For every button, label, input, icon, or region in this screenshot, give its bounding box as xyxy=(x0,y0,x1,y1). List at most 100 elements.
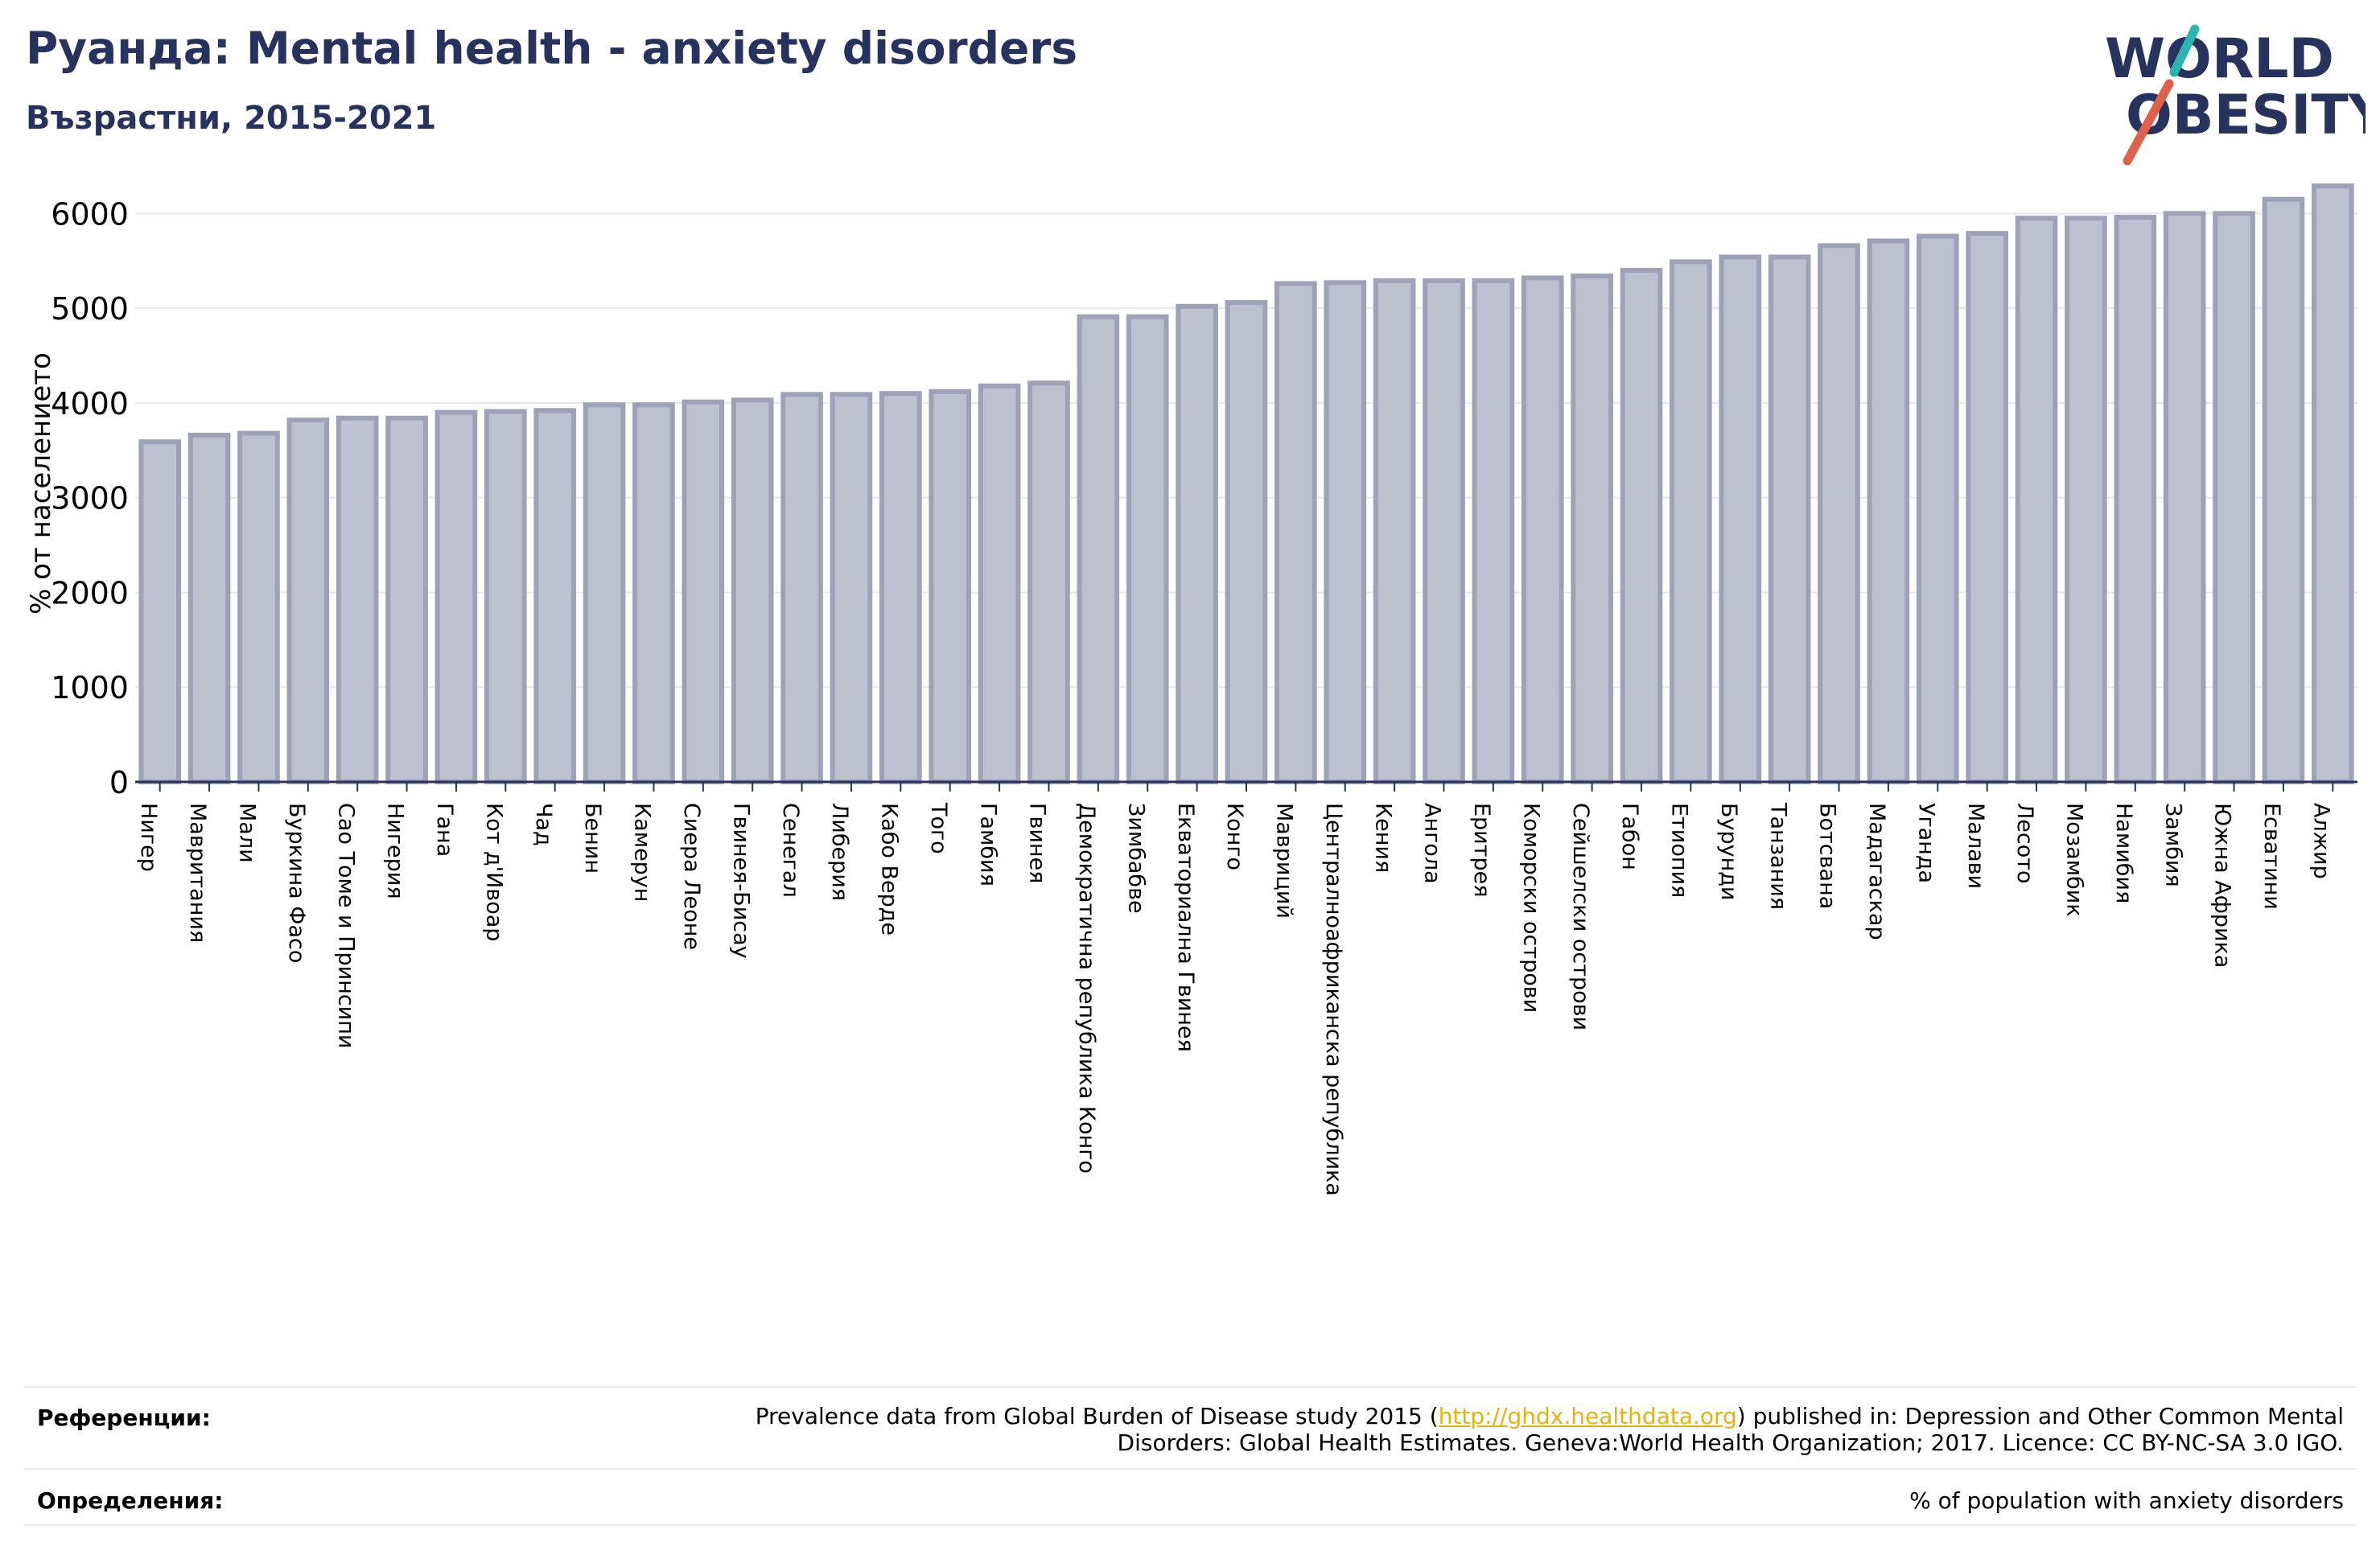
x-tick-label: Ботсвана xyxy=(1815,803,1840,909)
bar xyxy=(1373,278,1416,784)
world-obesity-logo: WORLD OBESITY xyxy=(2105,24,2366,166)
bar xyxy=(583,402,626,784)
x-tick-label: Кот д'Ивоар xyxy=(481,803,506,941)
x-tick-label: Танзания xyxy=(1765,802,1790,910)
bar xyxy=(2262,196,2305,784)
bar xyxy=(1916,233,1959,785)
x-tick-label: Нигер xyxy=(136,803,161,872)
bar-chart: 0 1000 2000 3000 4000 5000 6000 Нигер Мавритания… xyxy=(25,183,2357,1196)
x-tick-label: Демократична република Конго xyxy=(1074,803,1099,1174)
x-tick-label: Мозамбик xyxy=(2062,803,2087,917)
x-tick-label: Екваториална Гвинея xyxy=(1173,803,1198,1052)
x-tick-label: Сейшелски острови xyxy=(1568,803,1593,1030)
x-tick-label: Есватини xyxy=(2259,803,2284,910)
bar xyxy=(1472,278,1515,784)
x-tick-label: Сао Томе и Принсипи xyxy=(333,803,358,1048)
y-tick-label: 1000 xyxy=(51,670,129,705)
x-tick-label: Кения xyxy=(1370,803,1395,873)
x-tick-label: Мали xyxy=(235,803,260,863)
bar xyxy=(533,408,577,784)
bar xyxy=(780,392,823,784)
references-post: ) published in: Depression and Other Com… xyxy=(1736,1403,2344,1429)
bar xyxy=(1867,238,1910,784)
x-tick-label: Еритрея xyxy=(1469,803,1494,897)
x-tick-label: Того xyxy=(926,802,951,854)
chart-subtitle: Възрастни, 2015-2021 xyxy=(26,100,437,137)
bar xyxy=(1126,314,1169,784)
x-tick-label: Малави xyxy=(1963,803,1988,889)
bar xyxy=(2311,183,2354,784)
bar xyxy=(1768,254,1811,784)
footer-divider-middle xyxy=(24,1468,2357,1470)
y-tick-label: 5000 xyxy=(51,291,129,327)
bar xyxy=(286,417,330,784)
x-tick-label: Либерия xyxy=(827,803,852,901)
bar xyxy=(2163,211,2206,785)
logo-slash-top xyxy=(2169,24,2200,77)
bar xyxy=(187,432,231,785)
bar xyxy=(879,391,922,784)
chart-title: Руанда: Mental health - anxiety disorder… xyxy=(26,23,1078,74)
x-tick-label: Камерун xyxy=(630,803,655,902)
x-tick-label: Мавриций xyxy=(1272,803,1297,919)
references-text: Prevalence data from Global Burden of Di… xyxy=(493,1403,2344,1456)
bar xyxy=(2065,216,2107,784)
bar xyxy=(1423,278,1465,784)
x-tick-label: Нигерия xyxy=(383,803,408,899)
y-axis-label: % от населението xyxy=(25,352,57,615)
x-tick-label: Гамбия xyxy=(975,803,1000,886)
x-tick-label: Бурунди xyxy=(1716,803,1741,901)
x-tick-label: Зимбабве xyxy=(1123,803,1148,914)
x-tick-label: Чад xyxy=(531,803,556,846)
bar xyxy=(830,392,873,784)
bar xyxy=(484,409,527,784)
bar xyxy=(2114,215,2157,784)
y-tick-label: 4000 xyxy=(51,386,129,422)
x-tick-label: Коморски острови xyxy=(1518,803,1543,1013)
bar xyxy=(385,415,428,784)
x-tick-label: Лесото xyxy=(2012,803,2037,884)
x-tick-label: Мадагаскар xyxy=(1864,803,1889,940)
bar xyxy=(1620,268,1663,784)
x-tick-label: Алжир xyxy=(2308,803,2333,879)
x-tick-label: Гвинея xyxy=(1025,803,1050,883)
y-tick-label: 2000 xyxy=(51,575,129,611)
bar xyxy=(1670,259,1712,784)
references-link[interactable]: http://ghdx.healthdata.org xyxy=(1438,1403,1737,1429)
x-tick-label: Уганда xyxy=(1913,803,1938,883)
x-tick-label: Ангола xyxy=(1420,803,1445,884)
bar xyxy=(138,439,182,785)
bar xyxy=(1521,275,1564,784)
bar xyxy=(978,383,1021,784)
bar xyxy=(1274,281,1317,784)
definitions-text: % of population with anxiety disorders xyxy=(1909,1487,2344,1514)
references-pre: Prevalence data from Global Burden of Di… xyxy=(755,1403,1439,1429)
footer-divider-top xyxy=(24,1386,2357,1388)
footer-divider-bottom xyxy=(24,1524,2357,1526)
bar xyxy=(1176,303,1218,784)
references-line-1: Prevalence data from Global Burden of Di… xyxy=(493,1403,2344,1429)
bar xyxy=(632,402,675,784)
bar xyxy=(2213,211,2255,785)
bar xyxy=(929,389,972,784)
bar xyxy=(1225,300,1268,784)
bar xyxy=(1719,254,1762,784)
y-tick-label: 6000 xyxy=(51,196,129,232)
bar xyxy=(681,399,725,784)
x-tick-label: Южна Африка xyxy=(2210,803,2235,968)
bar xyxy=(731,397,774,784)
y-tick-label: 3000 xyxy=(51,481,129,516)
bar xyxy=(2015,216,2058,784)
references-line-2: Disorders: Global Health Estimates. Gene… xyxy=(1117,1429,2344,1456)
bar xyxy=(237,430,280,784)
x-tick-label: Конго xyxy=(1222,803,1247,870)
x-tick-label: Етиопия xyxy=(1667,803,1692,898)
bar xyxy=(1571,274,1613,785)
logo-slash-bottom xyxy=(2123,79,2174,166)
bar xyxy=(336,415,379,784)
bar xyxy=(1966,231,2008,785)
x-tick-label: Намибия xyxy=(2111,803,2136,903)
x-tick-label: Габон xyxy=(1617,803,1642,870)
bar xyxy=(1324,280,1367,784)
x-tick-label: Сенегал xyxy=(778,803,803,898)
